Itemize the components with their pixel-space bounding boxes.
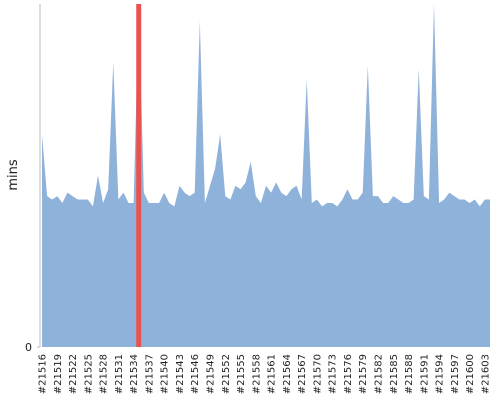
x-tick-label: #21555	[236, 354, 247, 394]
x-tick-label: #21528	[99, 354, 110, 394]
x-tick-label: #21591	[419, 354, 430, 394]
x-tick-label: #21570	[312, 354, 323, 394]
x-tick-label: #21594	[435, 354, 446, 394]
x-tick-label: #21597	[450, 354, 461, 394]
x-tick-label: #21549	[206, 354, 217, 394]
area	[42, 4, 490, 347]
x-tick-label: #21588	[404, 354, 415, 394]
x-tick-label: #21519	[53, 354, 64, 394]
x-tick-label: #21582	[374, 354, 385, 394]
x-tick-label: #21600	[465, 354, 476, 394]
y-tick-label: 0	[25, 341, 32, 354]
x-tick-label: #21525	[83, 354, 94, 394]
x-tick-label: #21540	[160, 354, 171, 394]
x-tick-label: #21552	[221, 354, 232, 394]
highlight-bar	[136, 4, 142, 347]
x-tick-label: #21561	[267, 354, 278, 394]
x-tick-label: #21603	[480, 354, 491, 394]
x-tick-label: #21543	[175, 354, 186, 394]
x-tick-label: #21567	[297, 354, 308, 394]
x-tick-label: #21516	[38, 354, 49, 394]
x-tick-label: #21537	[144, 354, 155, 394]
x-tick-label: #21585	[389, 354, 400, 394]
x-tick-label: #21579	[358, 354, 369, 394]
x-tick-label: #21546	[190, 354, 201, 394]
x-tick-label: #21576	[343, 354, 354, 394]
y-axis-label: mins	[6, 159, 21, 191]
x-tick-label: #21522	[68, 354, 79, 394]
x-tick-label: #21558	[251, 354, 262, 394]
x-tick-label: #21573	[328, 354, 339, 394]
x-tick-label: #21564	[282, 354, 293, 394]
x-tick-label: #21534	[129, 354, 140, 394]
x-tick-label: #21531	[114, 354, 125, 394]
